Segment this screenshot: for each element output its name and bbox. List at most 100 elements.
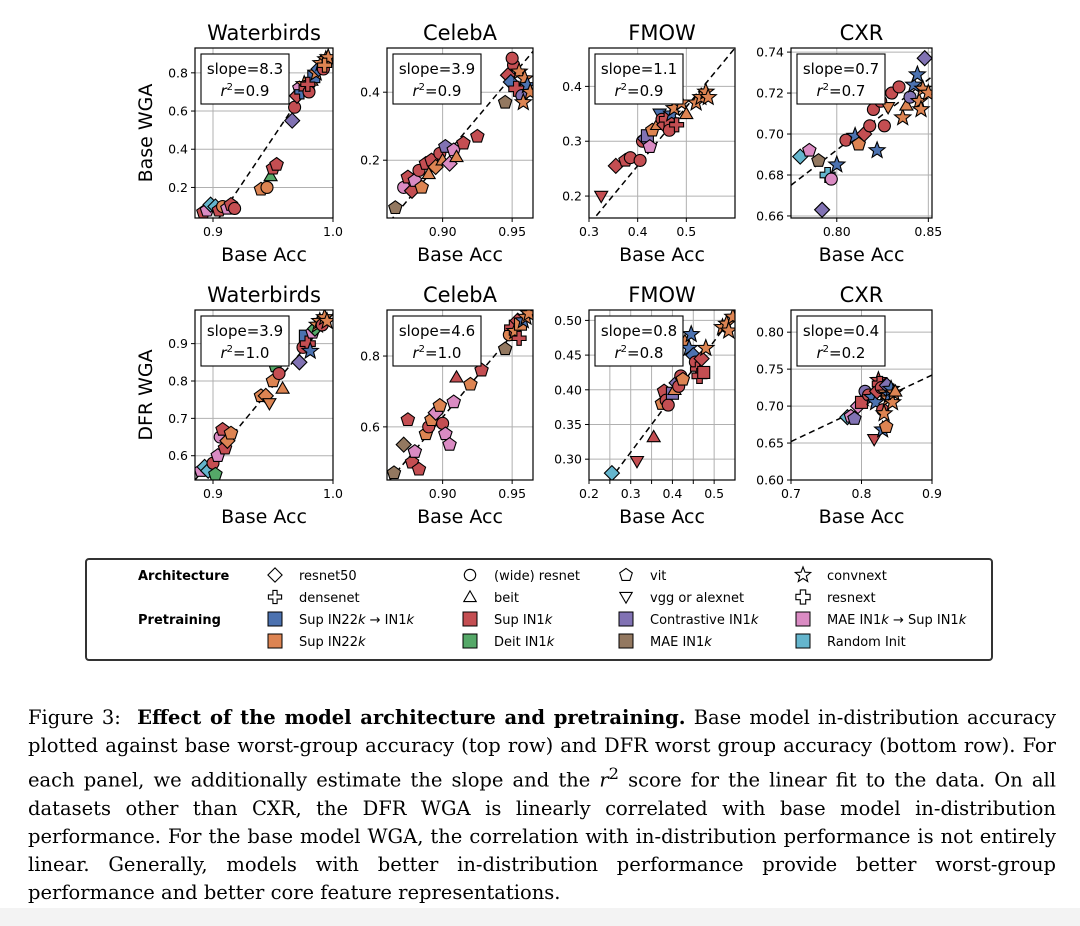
data-point: [661, 398, 675, 412]
data-point: [283, 112, 301, 129]
x-tick-label: 1.0: [323, 224, 343, 239]
x-tick-label: 0.9: [203, 486, 223, 501]
caption-bold-title: Effect of the model architecture and pre…: [137, 706, 686, 729]
y-tick-label: 0.60: [756, 473, 784, 488]
y-tick-label: 0.4: [562, 79, 582, 94]
data-point: [318, 48, 333, 66]
legend-marker: [619, 567, 633, 581]
x-tick-label: 0.80: [823, 224, 851, 239]
y-axis-label: Base WGA: [135, 84, 157, 183]
slope-label: slope=0.8: [601, 322, 677, 340]
data-point: [505, 51, 519, 65]
panel-top-fmow: 0.3 0.4 0.5 0.2 0.3 0.4 slope=1.1 r2=0.9 FMOW Bas…: [562, 21, 736, 266]
data-point: [300, 341, 320, 360]
panel-top-celeba: 0.90 0.95 0.2 0.4 slope=3.9 r2=0.9 CelebA Base …: [360, 21, 534, 266]
data-point: [907, 64, 927, 83]
slope-label: slope=1.1: [601, 60, 677, 78]
fit-annotation-box: [200, 315, 290, 367]
y-tick-label: 0.75: [756, 362, 784, 377]
data-point: [633, 153, 647, 167]
panel-bottom-fmow: 0.2 0.3 0.4 0.5 0.30 0.35 0.40 0.45 0.50 slope=0.…: [554, 283, 736, 528]
panel-title: CXR: [840, 21, 884, 45]
legend-architecture-heading: Architecture: [138, 569, 230, 584]
legend-item-vgg-or-alexnet: vgg or alexnet: [618, 591, 744, 606]
y-tick-label: 0.66: [756, 208, 784, 223]
r2-label: r2=0.9: [221, 82, 270, 100]
legend-label: (wide) resnet: [494, 569, 580, 584]
legend-colon: :: [214, 613, 218, 628]
data-point: [442, 436, 457, 451]
slope-label: slope=3.9: [399, 60, 475, 78]
axes-frame: [588, 309, 736, 481]
data-point: [388, 200, 403, 215]
y-tick-label: 0.2: [360, 153, 380, 168]
axes-frame: [194, 309, 334, 481]
legend-label: Contrastive IN1k: [650, 613, 759, 628]
legend-label: vgg or alexnet: [650, 591, 744, 606]
legend-label: beit: [494, 591, 519, 606]
data-point: [432, 397, 448, 412]
legend-box: [85, 558, 993, 661]
legend-color-swatch: [795, 611, 811, 627]
x-tick-label: 0.9: [203, 224, 223, 239]
panel-title: CXR: [840, 283, 884, 307]
y-tick-label: 0.68: [756, 167, 784, 182]
legend-item-vit: vit: [619, 567, 666, 584]
axes-frame: [386, 47, 534, 219]
axes-frame: [386, 309, 534, 481]
r2-label: r2=1.0: [221, 344, 270, 362]
legend-item-sup-in22k: Sup IN22k: [267, 633, 366, 650]
y-tick-label: 0.8: [360, 349, 380, 364]
caption-text-2: score for the linear fit to the data. On…: [28, 768, 1056, 904]
x-axis-label: Base Acc: [819, 244, 905, 266]
legend-marker: [463, 568, 477, 582]
data-point: [463, 376, 478, 391]
y-tick-label: 0.70: [756, 127, 784, 142]
axes-frame: [588, 47, 736, 219]
data-point: [696, 338, 716, 357]
legend-color-swatch: [618, 633, 634, 649]
x-tick-label: 0.5: [704, 486, 724, 501]
data-point: [642, 139, 658, 153]
legend-pretraining-heading: Pretraining: [138, 613, 221, 628]
axes-frame: [194, 47, 334, 219]
y-tick-label: 0.4: [360, 85, 380, 100]
data-point: [893, 107, 913, 126]
data-point: [813, 201, 831, 218]
slope-label: slope=8.3: [207, 60, 283, 78]
legend-label: resnext: [827, 591, 876, 606]
legend-label: Random Init: [827, 635, 906, 650]
fit-annotation-box: [392, 315, 482, 367]
data-point: [208, 466, 223, 480]
y-tick-label: 0.80: [756, 325, 784, 340]
legend-item-deit-in1k: Deit IN1k: [462, 633, 555, 650]
x-tick-label: 0.4: [628, 224, 648, 239]
data-point: [646, 429, 662, 443]
data-point: [593, 190, 609, 204]
panel-bottom-celeba: 0.90 0.95 0.6 0.8 slope=4.6 r2=1.0 CelebA Base …: [360, 283, 534, 528]
legend-marker: [267, 567, 283, 583]
legend-marker: [462, 589, 478, 603]
y-tick-label: 0.70: [756, 399, 784, 414]
data-point: [678, 106, 694, 120]
x-tick-label: 0.85: [914, 224, 942, 239]
y-tick-label: 0.50: [554, 313, 582, 328]
x-tick-label: 0.95: [498, 486, 526, 501]
x-tick-label: 0.90: [429, 486, 457, 501]
data-point: [513, 92, 533, 111]
y-tick-label: 0.3: [562, 134, 582, 149]
panel-title: Waterbirds: [207, 21, 321, 45]
fit-annotation-box: [796, 53, 886, 105]
data-point: [887, 383, 903, 397]
y-tick-label: 0.40: [554, 382, 582, 397]
y-tick-label: 0.45: [554, 348, 582, 363]
data-point: [317, 311, 333, 330]
x-tick-label: 0.9: [922, 486, 942, 501]
legend-item-mae-in1k: MAE IN1k: [618, 633, 712, 650]
data-point: [520, 82, 533, 101]
caption-r-symbol: r: [599, 768, 609, 792]
data-points: [603, 310, 735, 480]
panel-title: FMOW: [628, 283, 696, 307]
legend-item-sup-in1k: Sup IN1k: [462, 611, 553, 628]
fit-annotation-box: [594, 315, 684, 367]
